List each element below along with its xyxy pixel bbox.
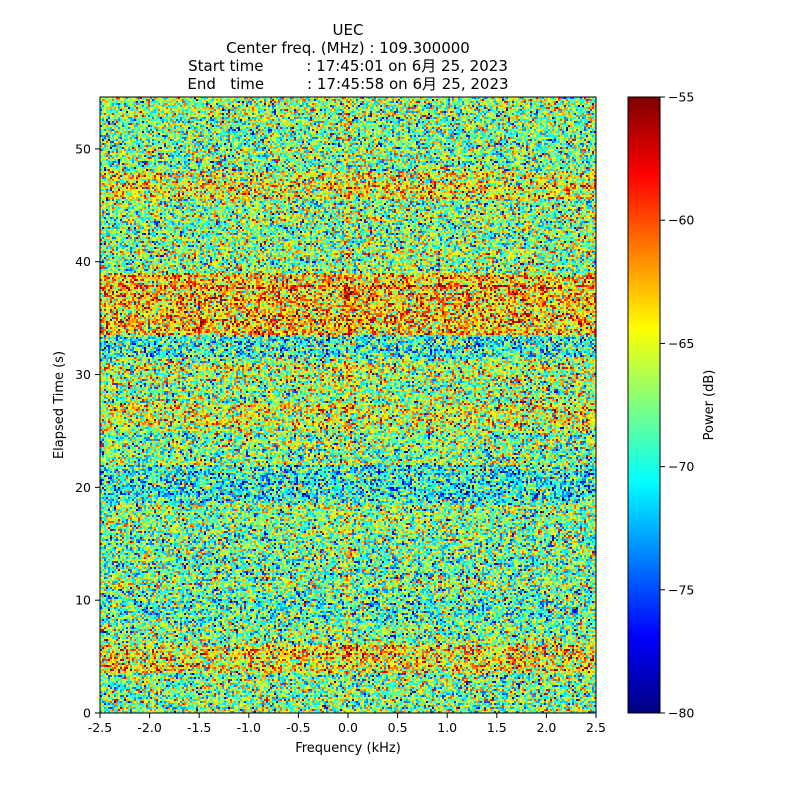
y-tick-label: 10	[75, 593, 91, 608]
y-tick-label: 50	[75, 141, 91, 156]
plot-frame	[99, 96, 597, 714]
x-tick-label: -2.0	[137, 720, 161, 735]
x-tick-label: -2.5	[88, 720, 112, 735]
y-tick-label: 40	[75, 254, 91, 269]
colorbar-tick-label: −75	[668, 582, 694, 597]
colorbar-tick-label: −80	[668, 706, 694, 721]
y-tick-label: 30	[75, 367, 91, 382]
colorbar-tick-label: −55	[668, 90, 694, 105]
y-axis-label: Elapsed Time (s)	[52, 351, 67, 459]
y-tick-label: 20	[75, 480, 91, 495]
colorbar-tick-label: −60	[668, 213, 694, 228]
x-tick-label: 0.0	[338, 720, 358, 735]
y-tick-label: 0	[83, 706, 91, 721]
colorbar-gradient	[628, 97, 660, 713]
colorbar-frame	[627, 96, 661, 714]
colorbar-axis: −80 −75 −70 −65 −60 −55	[660, 90, 694, 721]
x-axis: -2.5 -2.0 -1.5 -1.0 -0.5 0.0 0.5 1.0 1.5 2.0 2.5	[88, 713, 606, 735]
x-tick-label: -1.0	[237, 720, 261, 735]
x-tick-label: 2.5	[586, 720, 606, 735]
y-axis: 0 10 20 30 40 50	[75, 141, 100, 721]
title-line-station: UEC	[332, 21, 364, 39]
x-tick-label: 1.0	[437, 720, 457, 735]
x-axis-label: Frequency (kHz)	[295, 741, 401, 756]
colorbar-label: Power (dB)	[702, 370, 717, 441]
x-tick-label: -1.5	[187, 720, 211, 735]
title-line-start-time: Start time : 17:45:01 on 6月 25, 2023	[188, 57, 508, 75]
x-tick-label: -0.5	[286, 720, 310, 735]
x-tick-label: 1.5	[487, 720, 507, 735]
colorbar-tick-label: −65	[668, 336, 694, 351]
title-line-end-time: End time : 17:45:58 on 6月 25, 2023	[187, 75, 509, 93]
x-tick-label: 0.5	[388, 720, 408, 735]
spectrogram-heatmap	[100, 97, 596, 713]
colorbar-tick-label: −70	[668, 459, 694, 474]
title-line-center-freq: Center freq. (MHz) : 109.300000	[226, 39, 470, 57]
x-tick-label: 2.0	[536, 720, 556, 735]
